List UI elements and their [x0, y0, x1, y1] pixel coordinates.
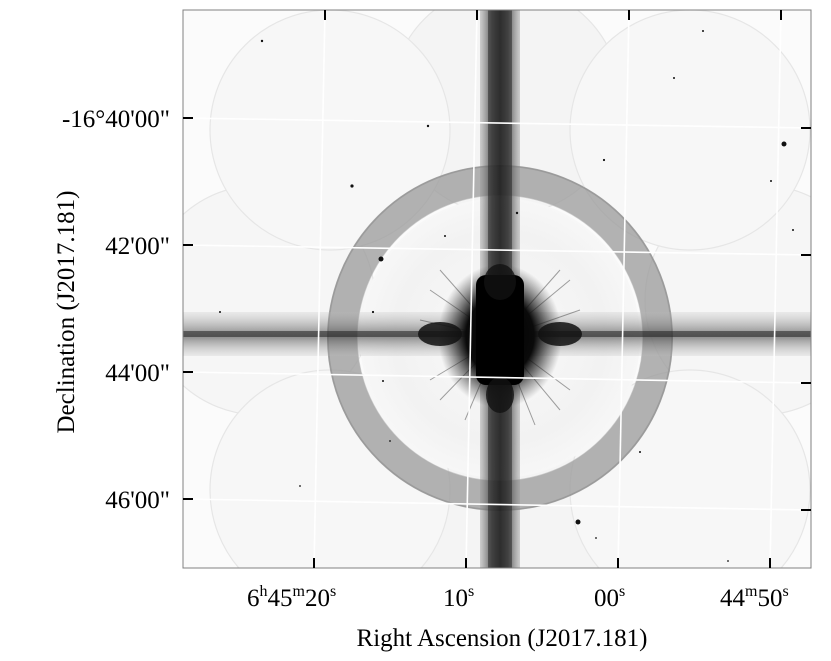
y-axis-title: Declination (J2017.181): [53, 190, 80, 433]
y-tick-labels: -16°40'00" 42'00" 44'00" 46'00": [62, 106, 170, 514]
x-tick-label: 44m50s: [720, 583, 789, 612]
axis-ticks: [183, 10, 811, 568]
field-stars: [219, 30, 794, 562]
y-tick-label: 42'00": [105, 233, 170, 260]
y-tick-label: -16°40'00": [62, 106, 170, 133]
x-axis-title: Right Ascension (J2017.181): [357, 625, 648, 652]
image-panel: [183, 10, 811, 568]
y-tick-label: 46'00": [105, 487, 170, 514]
x-tick-label: 6h45m20s: [247, 583, 336, 612]
x-tick-label: 10s: [443, 583, 474, 612]
x-tick-labels: 6h45m20s 10s 00s 44m50s: [247, 583, 789, 612]
coordinate-grid: [183, 10, 811, 568]
plot-frame: [182, 9, 812, 569]
x-tick-label: 00s: [594, 583, 625, 612]
y-tick-label: 44'00": [105, 360, 170, 387]
field-footprints: [183, 10, 811, 568]
